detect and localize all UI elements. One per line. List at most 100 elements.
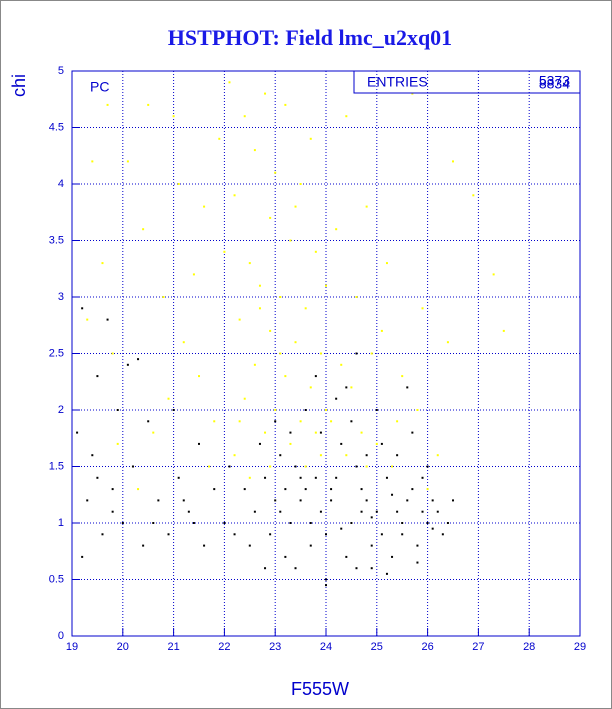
x-tick-label: 25 [371, 641, 383, 653]
point [452, 499, 454, 502]
point [192, 522, 195, 524]
y-tick-label: 2.5 [49, 347, 64, 359]
point [274, 420, 277, 423]
point [81, 555, 84, 558]
point [396, 454, 399, 457]
point [365, 499, 368, 502]
point [106, 318, 109, 321]
point [294, 465, 297, 468]
point [452, 160, 454, 163]
y-tick-label: 4 [58, 178, 64, 190]
point [147, 420, 150, 423]
point [314, 476, 317, 479]
point [340, 527, 343, 530]
point [340, 442, 343, 445]
point [335, 228, 338, 231]
x-tick-label: 29 [574, 641, 586, 653]
point [177, 476, 180, 479]
point [228, 465, 231, 468]
point [223, 250, 226, 253]
y-tick-label: 1 [58, 517, 64, 529]
point [345, 386, 348, 389]
point [314, 431, 317, 434]
x-tick-label: 23 [269, 641, 281, 653]
x-tick-label: 19 [66, 641, 78, 653]
point [294, 567, 297, 570]
point [131, 465, 134, 468]
point [391, 493, 394, 496]
point [243, 397, 246, 400]
point [172, 115, 175, 118]
point [309, 522, 312, 524]
point [192, 273, 195, 276]
point [248, 262, 251, 265]
point [121, 522, 124, 524]
point [360, 510, 363, 513]
point [289, 522, 292, 524]
point [279, 454, 282, 457]
point [162, 296, 165, 298]
point [385, 476, 388, 479]
point [472, 194, 475, 197]
point [330, 488, 333, 491]
point [416, 561, 419, 564]
point [223, 522, 226, 524]
y-tick-label: 4.5 [49, 121, 64, 133]
point [279, 296, 282, 298]
point [391, 465, 394, 468]
point [396, 420, 399, 423]
point [355, 296, 358, 298]
point [309, 386, 312, 389]
point [385, 262, 388, 265]
point [253, 510, 256, 513]
point [304, 307, 307, 310]
point [203, 544, 206, 547]
stats-value: 5373 [539, 73, 570, 89]
point [370, 544, 373, 547]
x-tick-label: 24 [320, 641, 332, 653]
point [258, 442, 261, 445]
point [370, 352, 373, 355]
point [319, 510, 322, 513]
point [370, 567, 373, 570]
point [416, 409, 419, 411]
y-tick-label: 5 [58, 65, 64, 77]
y-tick-label: 0.5 [49, 573, 64, 585]
point [319, 352, 322, 355]
point [502, 329, 505, 332]
point [279, 352, 282, 355]
point [380, 533, 383, 536]
y-tick-label: 1.5 [49, 460, 64, 472]
point [446, 522, 449, 524]
point [335, 476, 338, 479]
point [96, 375, 99, 378]
point [248, 544, 251, 547]
point [325, 584, 327, 587]
point [269, 465, 272, 468]
point [355, 567, 358, 570]
point [289, 442, 292, 445]
point [421, 307, 424, 310]
point [284, 488, 287, 491]
point [258, 307, 261, 310]
point [152, 522, 155, 524]
point [269, 533, 272, 536]
point [106, 103, 109, 106]
point [238, 420, 241, 423]
point [198, 442, 200, 445]
point [233, 454, 236, 457]
point [116, 409, 119, 411]
point [101, 533, 104, 536]
point [142, 544, 145, 547]
point [167, 533, 170, 536]
point [421, 476, 424, 479]
point [152, 431, 155, 434]
point [126, 160, 129, 163]
point [436, 454, 439, 457]
chart-title: HSTPHOT: Field lmc_u2xq01 [168, 25, 452, 50]
point [86, 318, 89, 321]
point [289, 239, 292, 242]
point [264, 567, 267, 570]
point [335, 397, 338, 400]
